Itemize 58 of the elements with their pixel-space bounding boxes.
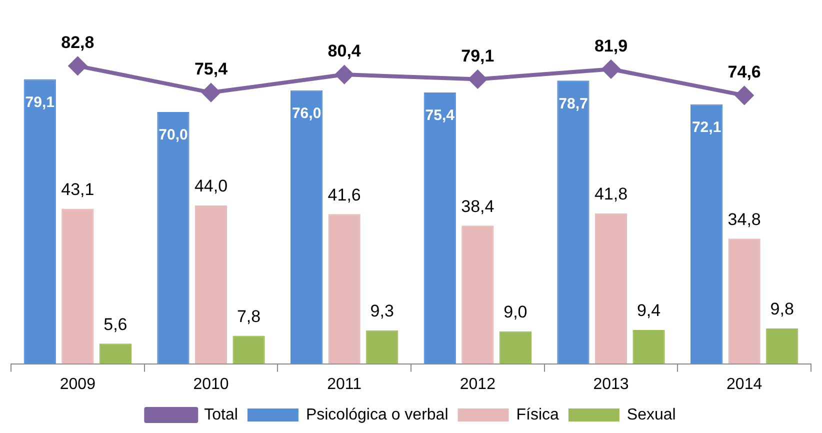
bar xyxy=(328,214,360,364)
bar xyxy=(632,330,665,364)
data-label: 79,1 xyxy=(461,46,494,66)
point xyxy=(735,86,754,104)
legend-label: Física xyxy=(516,406,560,424)
legend-label: Psicológica o verbal xyxy=(306,406,448,424)
x-tick-label: 2012 xyxy=(460,376,496,393)
x-tick-label: 2010 xyxy=(193,376,229,393)
data-label: 41,6 xyxy=(328,185,361,204)
data-label: 75,4 xyxy=(425,107,456,124)
x-tick-label: 2013 xyxy=(593,376,629,393)
x-tick-label: 2009 xyxy=(60,376,96,393)
bar xyxy=(594,213,628,364)
data-label: 5,6 xyxy=(104,314,128,334)
legend-label: Total xyxy=(204,406,238,424)
data-label: 34,8 xyxy=(728,210,761,229)
bar xyxy=(99,344,132,364)
data-label: 7,8 xyxy=(236,306,261,326)
bar xyxy=(232,336,265,364)
x-tick-label: 2014 xyxy=(726,376,762,393)
data-label: 79,1 xyxy=(25,94,54,111)
data-label: 41,8 xyxy=(594,184,628,204)
data-label: 78,7 xyxy=(558,95,588,112)
bar xyxy=(157,112,190,364)
data-label: 74,6 xyxy=(728,62,761,82)
data-label: 72,1 xyxy=(692,119,722,136)
data-label: 43,1 xyxy=(61,180,94,199)
bar xyxy=(766,328,798,364)
data-label: 82,8 xyxy=(61,33,94,52)
bar xyxy=(194,206,228,364)
bar xyxy=(462,226,494,364)
point xyxy=(202,84,220,102)
data-label: 76,0 xyxy=(292,105,322,122)
bar xyxy=(728,238,760,364)
data-label: 38,4 xyxy=(461,196,494,216)
point xyxy=(68,56,87,75)
point xyxy=(468,70,487,88)
data-label: 75,4 xyxy=(194,60,228,79)
data-label: 70,0 xyxy=(158,126,188,144)
bar xyxy=(62,208,94,364)
bar xyxy=(290,90,323,364)
data-label: 80,4 xyxy=(328,42,362,61)
data-label: 9,4 xyxy=(636,301,661,320)
data-label: 9,0 xyxy=(504,302,528,322)
data-label: 81,9 xyxy=(594,36,628,56)
bar xyxy=(366,330,398,364)
data-label: 9,8 xyxy=(770,300,794,319)
data-label: 44,0 xyxy=(194,176,228,196)
data-label: 9,3 xyxy=(370,302,394,321)
bar xyxy=(690,104,723,364)
bar xyxy=(424,92,456,364)
point xyxy=(602,60,620,78)
bar xyxy=(499,331,532,364)
bar xyxy=(24,79,56,364)
legend-label: Sexual xyxy=(626,406,676,424)
bar xyxy=(557,80,590,364)
point xyxy=(335,66,354,84)
x-tick-label: 2011 xyxy=(327,376,362,393)
